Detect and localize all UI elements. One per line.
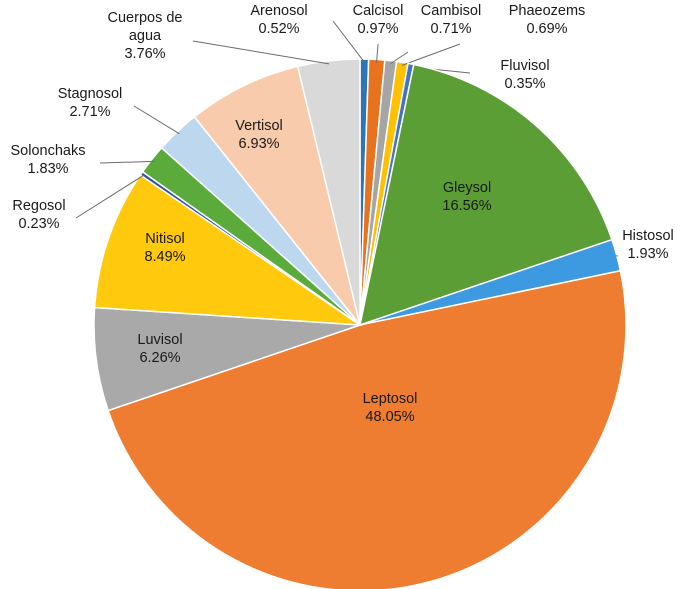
data-label-stagnosol: Stagnosol 2.71% xyxy=(58,86,123,120)
leader-line-regosol xyxy=(75,174,145,219)
leader-line-phaeozems xyxy=(401,43,461,66)
leader-line-cambisol xyxy=(390,51,409,65)
data-label-fluvisol: Fluvisol 0.35% xyxy=(500,58,549,92)
pie-slice-gleysol xyxy=(359,63,613,327)
pie-slice-nitisol xyxy=(93,173,363,326)
data-label-nitisol: Nitisol 8.49% xyxy=(144,231,185,265)
pie-slice-vertisol xyxy=(193,65,361,326)
data-label-vertisol: Vertisol 6.93% xyxy=(235,118,283,152)
leader-line-arenosol xyxy=(332,20,365,63)
data-label-histosol: Histosol 1.93% xyxy=(622,228,674,262)
leader-line-calcisol xyxy=(376,43,379,63)
data-label-phaeozems: Phaeozems 0.69% xyxy=(509,3,586,37)
data-label-solonchaks: Solonchaks 1.83% xyxy=(11,143,86,177)
data-label-leptosol: Leptosol 48.05% xyxy=(363,391,418,425)
data-label-luvisol: Luvisol 6.26% xyxy=(137,332,182,366)
data-label-cuerpos-de-agua: Cuerpos de agua 3.76% xyxy=(108,10,183,62)
pie-slice-cuerpos-de-agua xyxy=(296,58,361,326)
data-label-cambisol: Cambisol 0.71% xyxy=(421,3,481,37)
leader-line-solonchaks xyxy=(99,160,155,164)
data-label-arenosol: Arenosol 0.52% xyxy=(250,3,307,37)
data-label-calcisol: Calcisol 0.97% xyxy=(353,3,404,37)
data-label-regosol: Regosol 0.23% xyxy=(12,198,65,232)
leader-line-stagnosol xyxy=(133,105,180,135)
data-label-gleysol: Gleysol 16.56% xyxy=(442,180,491,214)
pie-slice-leptosol xyxy=(107,269,627,589)
leader-line-cuerpos-de-agua xyxy=(192,40,330,65)
